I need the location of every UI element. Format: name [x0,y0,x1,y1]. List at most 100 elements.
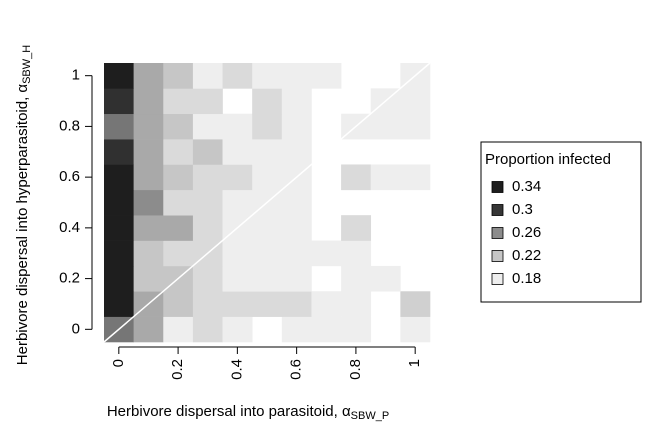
heatmap-cell [133,240,164,267]
y-axis-label-subscript: SBW_H [21,45,33,84]
y-axis-label-text: Herbivore dispersal into hyperparasitoid… [14,84,31,366]
legend-label: 0.34 [512,178,541,195]
heatmap-cell [163,139,194,165]
heatmap-cell [163,63,194,89]
heatmap-cell [252,88,283,115]
heatmap-cell [252,113,283,140]
heatmap-cell [104,139,134,165]
heatmap-cell [281,265,312,292]
heatmap-cell [104,164,134,191]
heatmap-cell [370,265,401,292]
heatmap-cell [281,240,312,267]
heatmap-cell [222,291,253,317]
heatmap-cell [400,316,431,343]
heatmap-cell [222,63,253,89]
heatmap-cell [252,215,283,241]
heatmap-cell [281,215,312,241]
y-tick-label: 0 [72,320,80,337]
y-tick-label: 0.2 [59,270,80,287]
heatmap-cell [222,240,253,267]
heatmap-cell [163,291,194,317]
heatmap-cell [281,63,312,89]
legend-label: 0.22 [512,247,541,264]
heatmap-cell [192,88,223,115]
heatmap-cell [192,316,223,343]
heatmap-cell [163,113,194,140]
heatmap-cell [222,316,253,343]
heatmap-cell [311,316,342,343]
heatmap-cell [311,291,342,317]
heatmap-cell [400,88,431,115]
legend-label: 0.18 [512,270,541,287]
legend-swatch [491,227,504,239]
heatmap-cell [192,113,223,140]
heatmap-cell [281,291,312,317]
heatmap-cell [281,113,312,140]
heatmap-cell [192,164,223,191]
heatmap-cell [252,240,283,267]
heatmap-cell [104,63,134,89]
heatmap-cell [341,164,372,191]
x-tick-label: 0 [110,359,127,367]
heatmap-cell [252,265,283,292]
heatmap-cell [192,265,223,292]
legend-swatch [491,204,504,216]
heatmap-cell [133,215,164,241]
heatmap-cell [163,240,194,267]
heatmap-cell [133,63,164,89]
heatmap-cell [341,291,372,317]
heatmap-cell [104,215,134,241]
heatmap-cell [341,215,372,241]
legend-label: 0.3 [512,201,533,218]
heatmap-cell [163,189,194,216]
heatmap-cell [222,189,253,216]
x-tick-label: 0.6 [288,359,305,380]
heatmap-cell [104,189,134,216]
y-axis-label: Herbivore dispersal into hyperparasitoid… [14,45,33,365]
heatmap-cell [104,88,134,115]
heatmap-cell [311,240,342,267]
x-axis-label-text: Herbivore dispersal into parasitoid, α [107,403,351,420]
x-axis-label-subscript: SBW_P [351,410,390,422]
x-tick-label: 0.4 [228,359,245,380]
heatmap-cell [192,139,223,165]
legend-swatch [491,273,504,285]
heatmap-cell [281,88,312,115]
y-tick-label: 1 [72,67,80,84]
heatmap-cell [370,164,401,191]
heatmap-cell [370,113,401,140]
heatmap-cell [192,215,223,241]
heatmap-cell [133,88,164,115]
heatmap-cell [104,240,134,267]
heatmap-cell [341,240,372,267]
heatmap-cell [133,113,164,140]
heatmap-cell [222,164,253,191]
heatmap-cell [192,189,223,216]
heatmap-cell [252,291,283,317]
x-tick-label: 1 [406,359,423,367]
x-tick-label: 0.2 [169,359,186,380]
heatmap-cell [192,291,223,317]
heatmap-cell [192,63,223,89]
heatmap-cell [104,113,134,140]
legend-label: 0.26 [512,224,541,241]
heatmap-cell [281,189,312,216]
heatmap-cell [133,164,164,191]
heatmap-cell [104,265,134,292]
heatmap-cell [222,139,253,165]
heatmap-cell [252,63,283,89]
heatmap-cell [163,316,194,343]
diagonal-line [103,62,431,343]
heatmap-cell [400,113,431,140]
heatmap-cell [252,164,283,191]
y-tick-label: 0.8 [59,117,80,134]
heatmap-cell [311,63,342,89]
legend-swatch [491,250,504,262]
x-axis-label: Herbivore dispersal into parasitoid, αSB… [107,403,389,422]
legend-swatch [491,181,504,193]
heatmap-cell [400,164,431,191]
heatmap-cell [341,265,372,292]
heatmap-cell [133,265,164,292]
heatmap-cell [400,291,431,317]
